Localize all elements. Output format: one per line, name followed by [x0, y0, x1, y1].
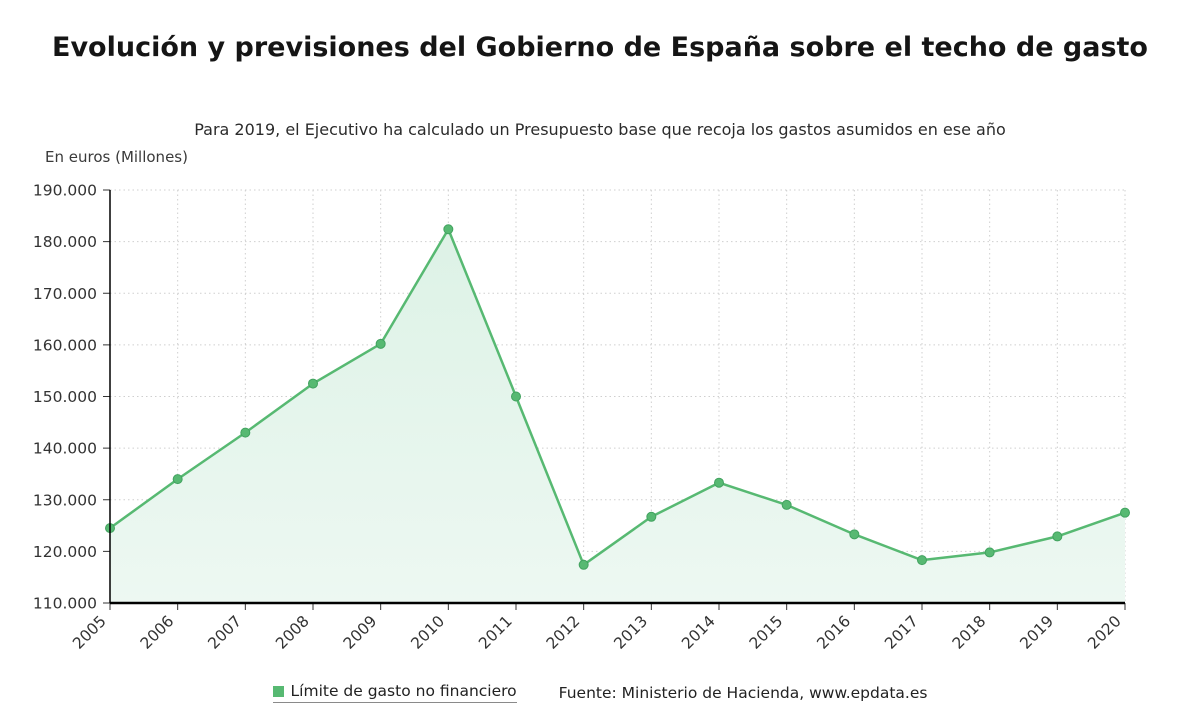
svg-text:2006: 2006 [137, 612, 178, 653]
svg-text:180.000: 180.000 [33, 233, 97, 251]
svg-text:2011: 2011 [475, 612, 516, 653]
svg-text:150.000: 150.000 [33, 388, 97, 406]
svg-text:2014: 2014 [678, 612, 719, 653]
chart-footer: Límite de gasto no financiero Fuente: Mi… [0, 682, 1200, 703]
svg-text:130.000: 130.000 [33, 491, 97, 509]
svg-text:2017: 2017 [881, 612, 922, 653]
svg-text:2007: 2007 [205, 612, 246, 653]
techo-gasto-line-chart: 110.000 120.000 130.000 140.000 150.000 160.0… [33, 182, 1130, 653]
svg-text:120.000: 120.000 [33, 543, 97, 561]
svg-text:2009: 2009 [340, 612, 381, 653]
svg-text:2015: 2015 [746, 612, 787, 653]
source-text: Fuente: Ministerio de Hacienda, www.epda… [558, 683, 928, 702]
svg-text:2016: 2016 [814, 612, 855, 653]
page-title: Evolución y previsiones del Gobierno de … [52, 32, 1148, 63]
svg-text:2010: 2010 [408, 612, 449, 653]
svg-text:2013: 2013 [611, 612, 652, 653]
svg-text:140.000: 140.000 [33, 440, 97, 458]
svg-text:2008: 2008 [272, 612, 313, 653]
svg-text:190.000: 190.000 [33, 182, 97, 200]
legend-swatch [272, 685, 284, 697]
svg-text:110.000: 110.000 [33, 595, 97, 613]
svg-text:160.000: 160.000 [33, 336, 97, 354]
legend-item-limite-gasto[interactable]: Límite de gasto no financiero [272, 682, 517, 703]
svg-text:2012: 2012 [543, 612, 584, 653]
svg-text:2005: 2005 [69, 612, 110, 653]
svg-text:2019: 2019 [1017, 612, 1058, 653]
legend-label: Límite de gasto no financiero [290, 682, 517, 700]
svg-text:2020: 2020 [1084, 612, 1125, 653]
y-axis-unit-label: En euros (Millones) [45, 148, 188, 166]
svg-text:170.000: 170.000 [33, 285, 97, 303]
chart-subtitle: Para 2019, el Ejecutivo ha calculado un … [194, 120, 1006, 139]
svg-text:2018: 2018 [949, 612, 990, 653]
